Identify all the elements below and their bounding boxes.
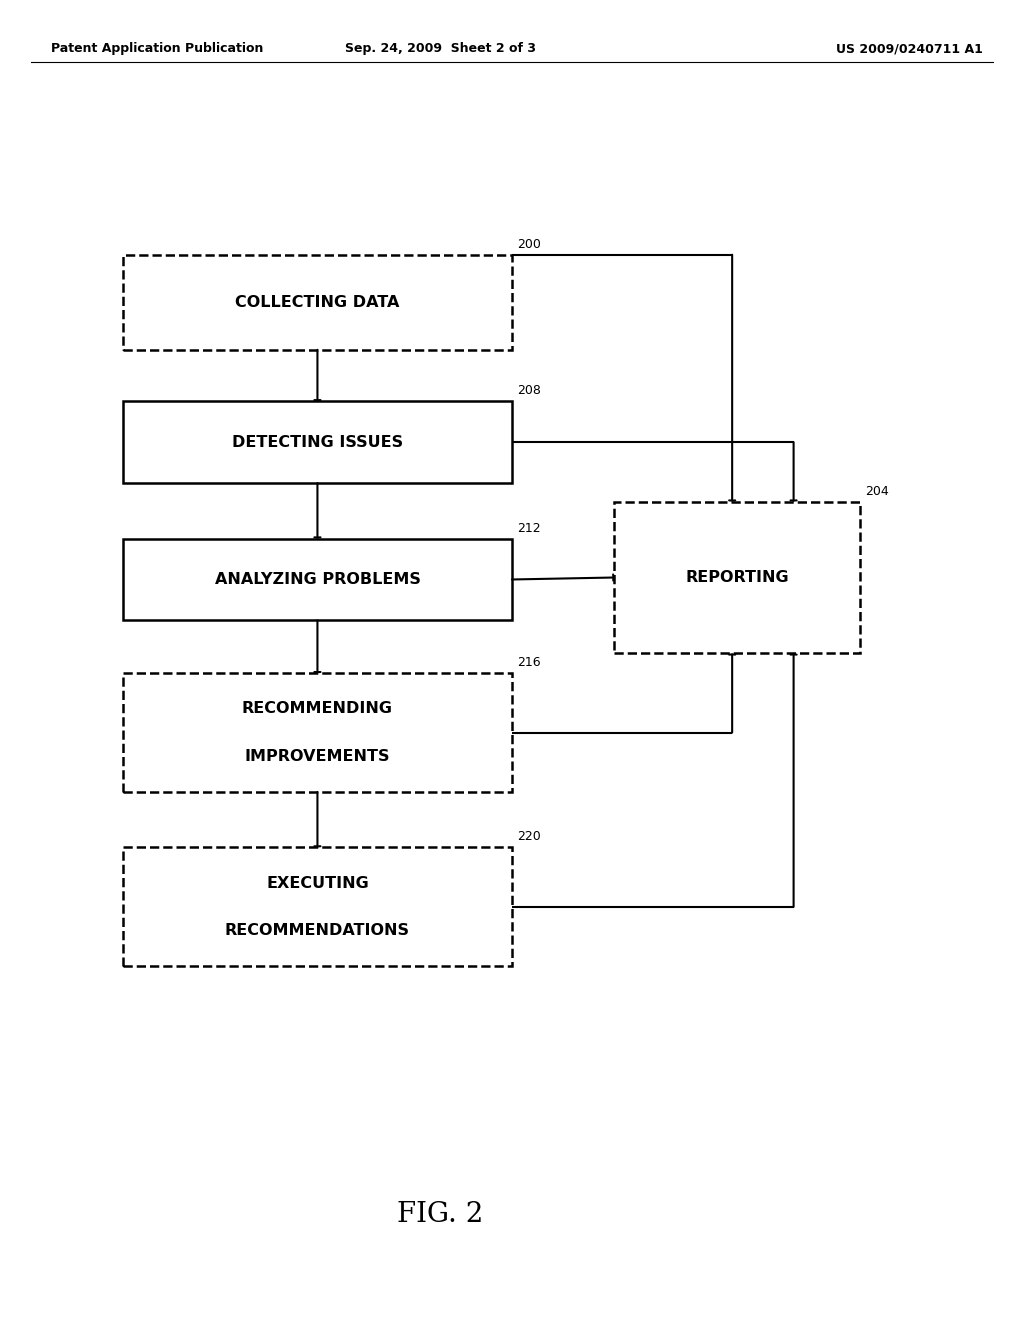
Text: ANALYZING PROBLEMS: ANALYZING PROBLEMS <box>214 572 421 587</box>
Text: 212: 212 <box>517 521 541 535</box>
Text: 216: 216 <box>517 656 541 669</box>
FancyBboxPatch shape <box>123 401 512 483</box>
Text: 200: 200 <box>517 238 541 251</box>
Text: REPORTING: REPORTING <box>685 570 790 585</box>
FancyBboxPatch shape <box>614 502 860 653</box>
Text: 220: 220 <box>517 830 541 843</box>
Text: Patent Application Publication: Patent Application Publication <box>51 42 263 55</box>
FancyBboxPatch shape <box>123 255 512 350</box>
Text: EXECUTING: EXECUTING <box>266 875 369 891</box>
Text: FIG. 2: FIG. 2 <box>397 1201 483 1228</box>
Text: 208: 208 <box>517 384 541 397</box>
Text: IMPROVEMENTS: IMPROVEMENTS <box>245 748 390 764</box>
Text: DETECTING ISSUES: DETECTING ISSUES <box>231 434 403 450</box>
Text: COLLECTING DATA: COLLECTING DATA <box>236 294 399 310</box>
Text: RECOMMENDING: RECOMMENDING <box>242 701 393 717</box>
Text: RECOMMENDATIONS: RECOMMENDATIONS <box>225 923 410 939</box>
Text: Sep. 24, 2009  Sheet 2 of 3: Sep. 24, 2009 Sheet 2 of 3 <box>345 42 536 55</box>
FancyBboxPatch shape <box>123 673 512 792</box>
Text: US 2009/0240711 A1: US 2009/0240711 A1 <box>837 42 983 55</box>
FancyBboxPatch shape <box>123 539 512 620</box>
Text: 204: 204 <box>865 484 889 498</box>
FancyBboxPatch shape <box>123 847 512 966</box>
